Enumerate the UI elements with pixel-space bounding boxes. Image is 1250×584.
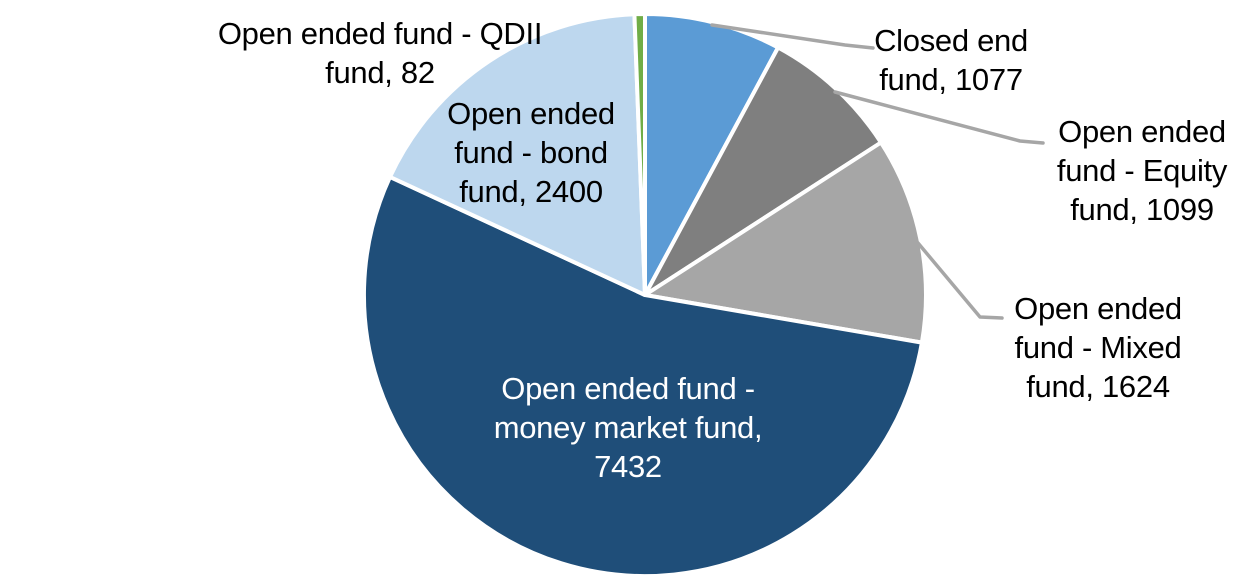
label-closed-end-fund: Closed end fund, 1077: [874, 23, 1028, 97]
label-qdii-fund: Open ended fund - QDII fund, 82: [217, 16, 543, 90]
pie-slices: [361, 12, 928, 579]
label-mixed-fund: Open ended fund - Mixed fund, 1624: [1014, 291, 1182, 404]
label-money-market-fund: Open ended fund - money market fund, 743…: [493, 371, 763, 484]
leader-line-closed-end-fund: [710, 23, 875, 50]
pie-slice-open-ended-fund-money-market-fund: [361, 174, 924, 579]
pie-slice-closed-end-fund: [643, 12, 781, 297]
pie-slice-open-ended-fund-bond-fund: [388, 12, 647, 297]
label-bond-fund: Open ended fund - bond fund, 2400: [447, 96, 615, 209]
label-equity-fund: Open ended fund - Equity fund, 1099: [1056, 114, 1228, 227]
pie-slice-open-ended-fund-qdii-fund: [632, 12, 647, 297]
leader-line-mixed-fund: [916, 241, 1004, 320]
pie-slice-open-ended-fund-equity-fund: [643, 45, 883, 297]
leader-line-equity-fund: [833, 90, 1045, 145]
pie-slice-open-ended-fund-mixed-fund: [643, 140, 928, 345]
